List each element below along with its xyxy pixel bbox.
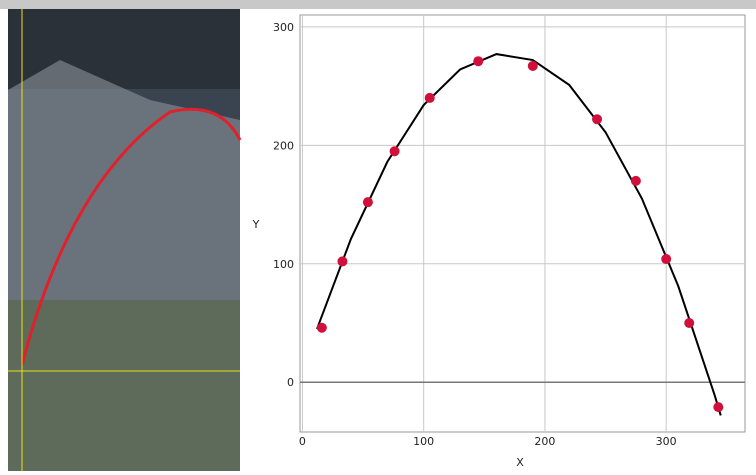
y-tick-label: 300 [273, 21, 294, 34]
y-tick-label: 200 [273, 139, 294, 152]
data-point [473, 56, 484, 67]
data-point [713, 402, 724, 413]
x-tick-label: 200 [534, 435, 555, 448]
x-tick-label: 100 [413, 435, 434, 448]
data-point [684, 318, 695, 329]
y-tick-label: 0 [287, 376, 294, 389]
data-point [527, 60, 538, 71]
video-frame [8, 9, 242, 471]
data-point [362, 197, 373, 208]
data-point [389, 146, 400, 157]
data-point [630, 175, 641, 186]
data-point [316, 322, 327, 333]
fit-curve [316, 53, 722, 416]
x-axis-label: X [516, 456, 524, 469]
x-tick-label: 300 [656, 435, 677, 448]
y-axis-label: Y [252, 218, 260, 231]
photo-pool [8, 300, 240, 471]
plot-area [299, 14, 746, 433]
data-point [337, 256, 348, 267]
plot: 0 100 200 300 0 100 200 300 X Y [252, 14, 746, 469]
data-point [661, 254, 672, 265]
data-point [424, 92, 435, 103]
toolbar-strip [0, 0, 756, 9]
x-tick-label: 0 [299, 435, 306, 448]
data-point [592, 114, 603, 125]
trajectory-overlay [20, 107, 242, 366]
y-tick-label: 100 [273, 258, 294, 271]
